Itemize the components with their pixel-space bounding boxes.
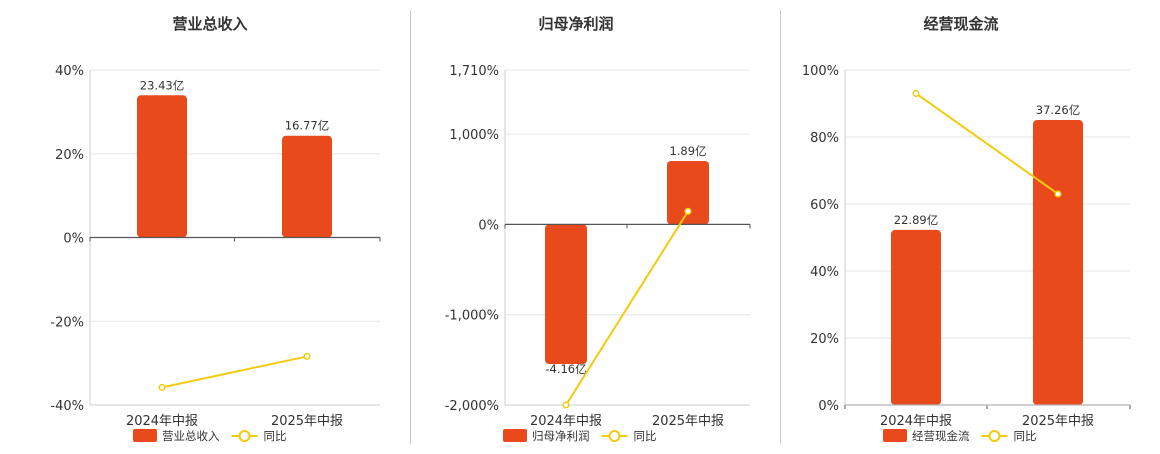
cash-flow-category-label: 2024年中报 — [880, 414, 952, 429]
cash-flow-bar-label: 37.26亿 — [1036, 103, 1080, 117]
revenue-title: 营业总收入 — [172, 15, 247, 33]
cash-flow-y-tick-label: 40% — [810, 265, 839, 280]
chart-revenue: 营业总收入 40% 20% 0% -20% -40% 23.43亿 16.77亿 2024年中报… — [0, 0, 410, 450]
cash-flow-legend-line-label: 同比 — [1014, 429, 1037, 443]
revenue-category-label: 2024年中报 — [126, 414, 198, 429]
net-profit-yoy-line — [565, 210, 689, 406]
revenue-bar — [137, 95, 187, 238]
cash-flow-bar — [1033, 120, 1083, 406]
cash-flow-y-tick-label: 20% — [810, 332, 839, 347]
revenue-bar — [282, 135, 332, 238]
cash-flow-bar-label: 22.89亿 — [894, 213, 938, 227]
revenue-y-tick-label: -40% — [50, 399, 84, 414]
net-profit-y-tick-label: 1,710% — [449, 64, 499, 79]
revenue-y-tick-label: -20% — [50, 315, 84, 330]
cash-flow-legend-bar-label: 经营现金流 — [912, 429, 970, 443]
cash-flow-legend-line-marker — [988, 430, 1001, 442]
net-profit-category-label: 2024年中报 — [530, 414, 602, 429]
net-profit-y-tick-label: -1,000% — [445, 309, 499, 324]
net-profit-legend-line-marker — [608, 430, 621, 442]
revenue-y-tick-label: 20% — [55, 148, 84, 163]
revenue-y-tick-label: 0% — [63, 232, 84, 247]
net-profit-bar-label: 1.89亿 — [669, 144, 706, 158]
net-profit-yoy-point — [684, 207, 692, 215]
panel-divider — [780, 10, 781, 444]
revenue-yoy-point — [303, 352, 311, 360]
cash-flow-yoy-line — [915, 92, 1059, 195]
chart-cash-flow: 经营现金流 100% 80% 60% 40% 20% 0% 22.89亿 37.26亿 2024年… — [781, 0, 1160, 450]
cash-flow-y-tick-label: 60% — [810, 198, 839, 213]
chart-revenue-svg: 营业总收入 40% 20% 0% -20% -40% 23.43亿 16.77亿 2024年中报… — [50, 15, 381, 443]
cash-flow-yoy-point — [912, 89, 920, 97]
revenue-bar-label: 16.77亿 — [285, 119, 329, 133]
net-profit-category-label: 2025年中报 — [652, 414, 724, 429]
net-profit-legend-bar-label: 归母净利润 — [532, 429, 590, 443]
net-profit-legend-line-label: 同比 — [634, 429, 657, 443]
revenue-legend-bar-label: 营业总收入 — [162, 429, 220, 443]
net-profit-y-tick-label: 0% — [478, 218, 499, 233]
net-profit-y-tick-label: 1,000% — [449, 128, 499, 143]
cash-flow-bar — [891, 229, 941, 405]
net-profit-bar-label: -4.16亿 — [545, 362, 586, 376]
chart-net-profit: 归母净利润 1,710% 1,000% 0% -1,000% -2,000% -4.16亿 1… — [411, 0, 780, 450]
cash-flow-y-tick-label: 0% — [818, 399, 839, 414]
revenue-y-tick-label: 40% — [55, 64, 84, 79]
cash-flow-yoy-point — [1054, 190, 1062, 198]
revenue-legend-line-marker — [238, 430, 251, 442]
chart-cash-flow-svg: 经营现金流 100% 80% 60% 40% 20% 0% 22.89亿 37.26亿 2024年… — [802, 15, 1131, 443]
net-profit-title: 归母净利润 — [538, 15, 613, 33]
cash-flow-category-label: 2025年中报 — [1022, 414, 1094, 429]
cash-flow-title: 经营现金流 — [923, 15, 998, 33]
cash-flow-legend-bar-swatch — [883, 429, 907, 442]
net-profit-yoy-point — [562, 401, 570, 409]
revenue-bar-label: 23.43亿 — [140, 78, 184, 92]
revenue-yoy-point — [158, 383, 166, 391]
net-profit-bar — [545, 224, 587, 365]
revenue-legend-line-label: 同比 — [264, 429, 287, 443]
net-profit-legend-bar-swatch — [503, 429, 527, 442]
revenue-category-label: 2025年中报 — [271, 414, 343, 429]
cash-flow-y-tick-label: 100% — [802, 64, 839, 79]
revenue-legend-bar-swatch — [133, 429, 157, 442]
cash-flow-y-tick-label: 80% — [810, 131, 839, 146]
panel-divider — [410, 10, 411, 444]
net-profit-y-tick-label: -2,000% — [445, 399, 499, 414]
revenue-yoy-line — [161, 355, 308, 389]
net-profit-bar — [667, 160, 709, 225]
chart-net-profit-svg: 归母净利润 1,710% 1,000% 0% -1,000% -2,000% -4.16亿 1… — [445, 15, 751, 443]
